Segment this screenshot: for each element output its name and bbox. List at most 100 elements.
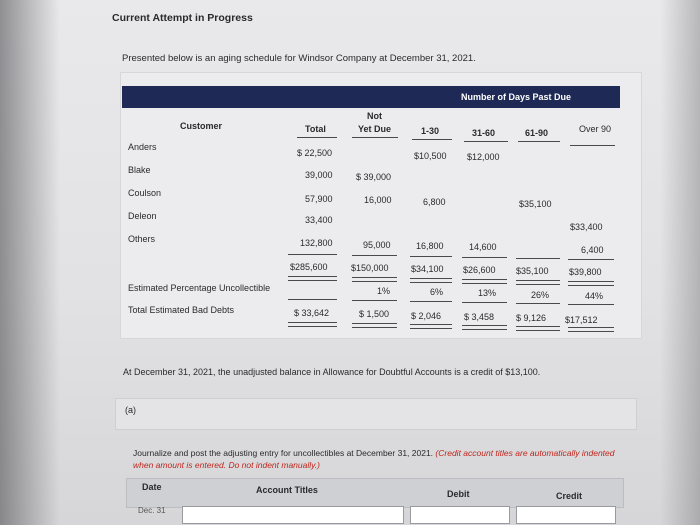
totals-rule-61-90 xyxy=(516,258,560,259)
totals-rule-nyd xyxy=(352,255,397,256)
totals-double-rule-nyd xyxy=(352,277,397,282)
credit-input[interactable] xyxy=(516,506,616,524)
anders-1-30: $10,500 xyxy=(414,151,447,161)
header-total: Total xyxy=(305,124,326,134)
bad-total: $ 33,642 xyxy=(294,308,330,318)
totals-rule-31-60 xyxy=(462,257,507,258)
journal-date-value: Dec. 31 xyxy=(138,506,166,515)
journal-header-debit: Debit xyxy=(447,489,470,499)
allowance-note: At December 31, 2021, the unadjusted bal… xyxy=(123,367,541,377)
anders-total: $ 22,500 xyxy=(297,148,333,158)
header-rule-over-90 xyxy=(570,145,615,146)
journal-header-bar xyxy=(126,478,624,508)
header-61-90: 61-90 xyxy=(525,128,549,138)
photo-shadow-left xyxy=(0,0,60,525)
others-total: 132,800 xyxy=(300,238,333,248)
instructions-note: (Credit account titles are automatically… xyxy=(133,448,615,470)
coulson-1-30: 6,800 xyxy=(423,197,446,207)
bad-double-rule-31-60 xyxy=(462,325,507,330)
others-not-yet-due: 95,000 xyxy=(363,240,391,250)
totals-double-rule-1-30 xyxy=(410,278,452,283)
bad-rule-31-60 xyxy=(462,302,507,303)
pct-31-60: 13% xyxy=(478,288,497,298)
coulson-not-yet-due: 16,000 xyxy=(364,195,392,205)
row-name-deleon: Deleon xyxy=(128,211,157,221)
anders-31-60: $12,000 xyxy=(467,152,500,162)
bad-61-90: $ 9,126 xyxy=(516,313,547,323)
totals-rule-1-30 xyxy=(410,256,452,257)
part-a-section xyxy=(115,398,637,430)
totals-31-60: $26,600 xyxy=(463,265,496,275)
bad-not-yet-due: $ 1,500 xyxy=(359,309,390,319)
header-over-90: Over 90 xyxy=(579,124,612,134)
debit-input[interactable] xyxy=(410,506,510,524)
header-rule-61-90 xyxy=(518,141,560,142)
header-rule-1-30 xyxy=(412,139,452,140)
others-31-60: 14,600 xyxy=(469,242,497,252)
deleon-over-90: $33,400 xyxy=(570,222,603,232)
part-a-label: (a) xyxy=(125,405,136,415)
bad-double-rule-nyd xyxy=(352,323,397,328)
journal-header-date: Date xyxy=(142,482,162,492)
problem-intro: Presented below is an aging schedule for… xyxy=(122,53,476,64)
aging-table xyxy=(120,72,642,339)
coulson-total: 57,900 xyxy=(305,194,333,204)
totals-not-yet-due: $150,000 xyxy=(351,263,389,273)
header-1-30: 1-30 xyxy=(421,126,440,136)
row-name-blake: Blake xyxy=(128,165,151,175)
days-past-due-label: Number of Days Past Due xyxy=(461,92,572,102)
pct-61-90: 26% xyxy=(531,290,550,300)
bad-double-rule-total xyxy=(288,322,337,327)
deleon-total: 33,400 xyxy=(305,215,333,225)
row-name-others: Others xyxy=(128,234,156,244)
bad-rule-nyd xyxy=(352,300,397,301)
journal-header-account: Account Titles xyxy=(256,485,318,495)
header-customer: Customer xyxy=(180,121,223,131)
totals-double-rule-over-90 xyxy=(568,281,614,286)
blake-not-yet-due: $ 39,000 xyxy=(356,172,392,182)
days-past-due-band xyxy=(122,86,620,108)
others-1-30: 16,800 xyxy=(416,241,444,251)
page-heading: Current Attempt in Progress xyxy=(112,12,253,24)
bad-rule-61-90 xyxy=(516,303,560,304)
bad-double-rule-1-30 xyxy=(410,324,452,329)
totals-rule-over-90 xyxy=(568,259,614,260)
header-rule-total xyxy=(297,137,337,138)
journal-header-credit: Credit xyxy=(556,491,583,501)
bad-label: Total Estimated Bad Debts xyxy=(128,305,235,315)
row-name-anders: Anders xyxy=(128,142,157,152)
totals-rule-total xyxy=(288,254,337,255)
pct-label: Estimated Percentage Uncollectible xyxy=(128,283,271,293)
bad-1-30: $ 2,046 xyxy=(411,311,442,321)
totals-1-30: $34,100 xyxy=(411,264,444,274)
pct-over-90: 44% xyxy=(585,291,604,301)
totals-over-90: $39,800 xyxy=(569,267,602,277)
instructions-main: Journalize and post the adjusting entry … xyxy=(133,448,434,458)
bad-31-60: $ 3,458 xyxy=(464,312,495,322)
row-name-coulson: Coulson xyxy=(128,188,162,198)
header-not-2: Yet Due xyxy=(358,124,392,134)
totals-double-rule-61-90 xyxy=(516,280,560,285)
totals-61-90: $35,100 xyxy=(516,266,549,276)
bad-over-90: $17,512 xyxy=(565,315,598,325)
bad-rule-1-30 xyxy=(410,301,452,302)
bad-rule-total xyxy=(288,299,337,300)
journal-instructions: Journalize and post the adjusting entry … xyxy=(133,447,633,471)
photo-shadow-right xyxy=(660,0,700,525)
pct-1-30: 6% xyxy=(430,287,444,297)
others-over-90: 6,400 xyxy=(581,245,604,255)
bad-double-rule-61-90 xyxy=(516,326,560,331)
totals-total: $285,600 xyxy=(290,262,328,272)
header-31-60: 31-60 xyxy=(472,128,496,138)
coulson-61-90: $35,100 xyxy=(519,199,552,209)
pct-not-yet-due: 1% xyxy=(377,286,391,296)
account-title-input[interactable] xyxy=(182,506,404,524)
blake-total: 39,000 xyxy=(305,170,333,180)
header-rule-nyd xyxy=(352,137,398,138)
totals-double-rule-total xyxy=(288,276,337,281)
header-rule-31-60 xyxy=(464,141,508,142)
bad-double-rule-over-90 xyxy=(568,327,614,332)
bad-rule-over-90 xyxy=(568,304,614,305)
totals-double-rule-31-60 xyxy=(462,279,507,284)
header-not-1: Not xyxy=(367,111,382,121)
